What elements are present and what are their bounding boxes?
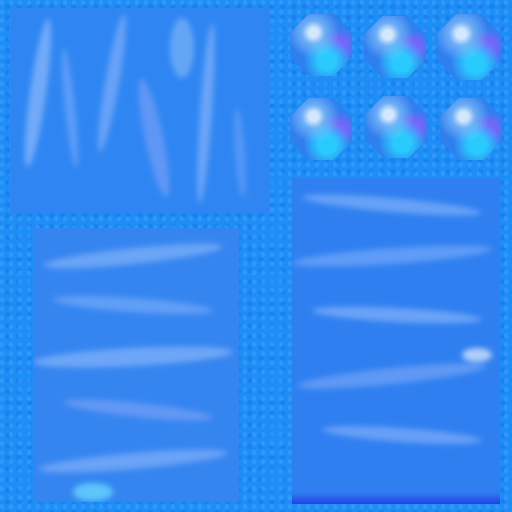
ripple xyxy=(62,395,214,425)
streak xyxy=(231,107,249,199)
gem-6 xyxy=(440,98,502,160)
streak xyxy=(170,18,194,78)
streak xyxy=(132,77,176,199)
ripple xyxy=(311,303,483,327)
ripple xyxy=(321,422,483,448)
ripple-panel-right xyxy=(292,178,500,504)
streak xyxy=(193,22,219,204)
gem-1 xyxy=(290,14,352,76)
gem-5 xyxy=(365,96,427,158)
ripple xyxy=(52,292,214,318)
streak xyxy=(58,47,82,169)
streak xyxy=(19,17,57,169)
ripple xyxy=(292,241,493,271)
ripple xyxy=(301,190,483,220)
ripple xyxy=(33,342,234,372)
gem-2 xyxy=(364,16,426,78)
ripple xyxy=(73,483,113,501)
streak xyxy=(92,12,132,154)
ripple-panel-bottom-left xyxy=(33,228,239,502)
streak-panel-top-left xyxy=(10,8,270,213)
ripple xyxy=(37,444,229,478)
ripple xyxy=(462,348,492,362)
gem-4 xyxy=(290,98,352,160)
gem-3 xyxy=(437,14,501,80)
ripple xyxy=(42,238,224,274)
ripple xyxy=(296,358,488,394)
